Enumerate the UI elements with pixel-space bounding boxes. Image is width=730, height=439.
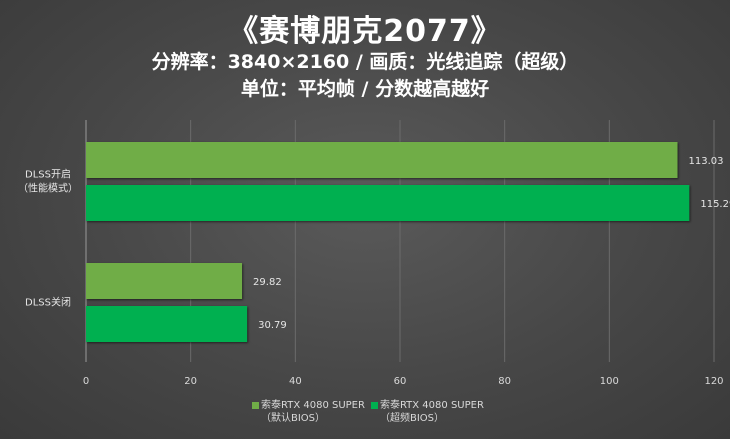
x-tick-label-2: 40: [289, 376, 302, 387]
category-label-line: （性能模式）: [18, 182, 78, 195]
bar-0-1: [86, 185, 690, 221]
x-tick-label-1: 20: [184, 376, 197, 387]
bar-0-0: [86, 142, 678, 178]
legend: 索泰RTX 4080 SUPER （默认BIOS） 索泰RTX 4080 SUP…: [252, 399, 484, 425]
data-label-0-1: 115.29: [700, 199, 730, 210]
chart-subtitle-unit: 单位：平均帧 / 分数越高越好: [240, 78, 490, 100]
data-label-0-0: 113.03: [689, 156, 724, 167]
data-label-1-1: 30.79: [258, 320, 287, 331]
data-label-1-0: 29.82: [253, 277, 282, 288]
category-label-0: DLSS开启（性能模式）: [18, 168, 78, 195]
legend-label-oc-bios: 索泰RTX 4080 SUPER （超频BIOS）: [379, 400, 484, 424]
legend-swatch-default-bios: [252, 402, 259, 409]
chart-title: 《赛博朋克2077》: [228, 14, 502, 49]
chart-subtitle-settings: 分辨率：3840×2160 / 画质：光线追踪（超级）: [151, 51, 579, 73]
category-label-1: DLSS关闭: [25, 296, 71, 309]
legend-swatch-oc-bios: [370, 402, 378, 409]
legend-item-default-bios: 索泰RTX 4080 SUPER （默认BIOS）: [252, 399, 365, 425]
x-tick-label-5: 100: [600, 376, 619, 387]
bar-1-0: [86, 263, 243, 299]
x-tick-label-4: 80: [498, 376, 511, 387]
x-tick-label-0: 0: [83, 376, 89, 387]
bar-1-1: [86, 306, 248, 342]
x-tick-label-3: 60: [394, 376, 407, 387]
category-label-line: DLSS关闭: [25, 296, 71, 309]
legend-item-oc-bios: 索泰RTX 4080 SUPER （超频BIOS）: [370, 399, 484, 425]
x-tick-label-6: 120: [704, 376, 723, 387]
legend-label-default-bios: 索泰RTX 4080 SUPER （默认BIOS）: [261, 400, 365, 424]
category-label-line: DLSS开启: [25, 168, 71, 181]
